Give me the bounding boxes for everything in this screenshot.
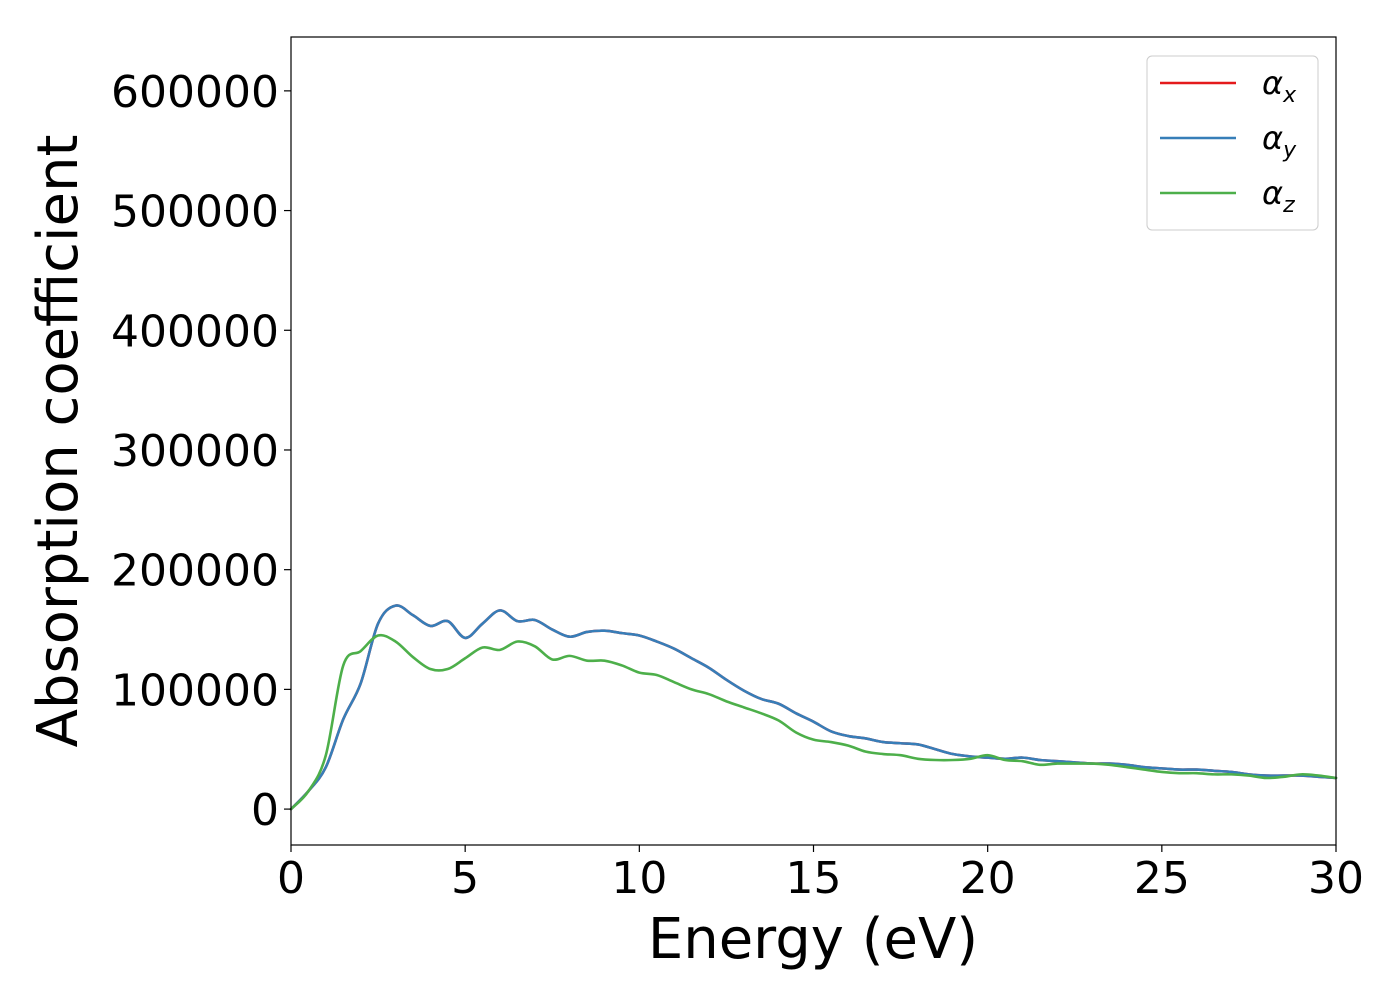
y-tick-label: 100000 bbox=[111, 665, 279, 716]
x-axis: 0 5 10 15 20 25 30 bbox=[277, 845, 1364, 904]
y-tick-label: 300000 bbox=[111, 426, 279, 477]
x-tick-label: 10 bbox=[611, 853, 667, 904]
legend-label-alpha-y: αy bbox=[1262, 119, 1297, 163]
x-tick-label: 30 bbox=[1308, 853, 1364, 904]
y-axis: 0 100000 200000 300000 400000 500000 600000 bbox=[111, 67, 291, 836]
x-tick-label: 5 bbox=[451, 853, 479, 904]
x-tick-label: 15 bbox=[786, 853, 842, 904]
legend-label-alpha-x: αx bbox=[1262, 64, 1297, 108]
legend-label-symbol: α bbox=[1262, 174, 1283, 212]
y-tick-label: 400000 bbox=[111, 306, 279, 357]
x-tick-label: 20 bbox=[960, 853, 1016, 904]
x-tick-label: 25 bbox=[1134, 853, 1190, 904]
series-line-alpha-z bbox=[289, 633, 1338, 811]
legend-label-symbol: α bbox=[1262, 119, 1283, 157]
series-line-alpha-y bbox=[289, 604, 1338, 811]
y-tick-label: 500000 bbox=[111, 187, 279, 238]
y-tick-label: 0 bbox=[251, 785, 279, 836]
y-axis-label: Absorption coefficient bbox=[26, 135, 91, 748]
legend-label-subscript: y bbox=[1282, 138, 1297, 163]
legend-label-subscript: z bbox=[1282, 193, 1295, 218]
y-tick-label: 600000 bbox=[111, 67, 279, 118]
legend-box bbox=[1146, 55, 1319, 231]
legend-label-symbol: α bbox=[1262, 64, 1283, 102]
x-tick-label: 0 bbox=[277, 853, 305, 904]
series-layer bbox=[289, 604, 1338, 811]
legend-label-subscript: x bbox=[1282, 83, 1297, 108]
y-tick-label: 200000 bbox=[111, 546, 279, 597]
x-axis-label: Energy (eV) bbox=[648, 907, 978, 972]
legend-label-alpha-z: αz bbox=[1262, 174, 1295, 218]
